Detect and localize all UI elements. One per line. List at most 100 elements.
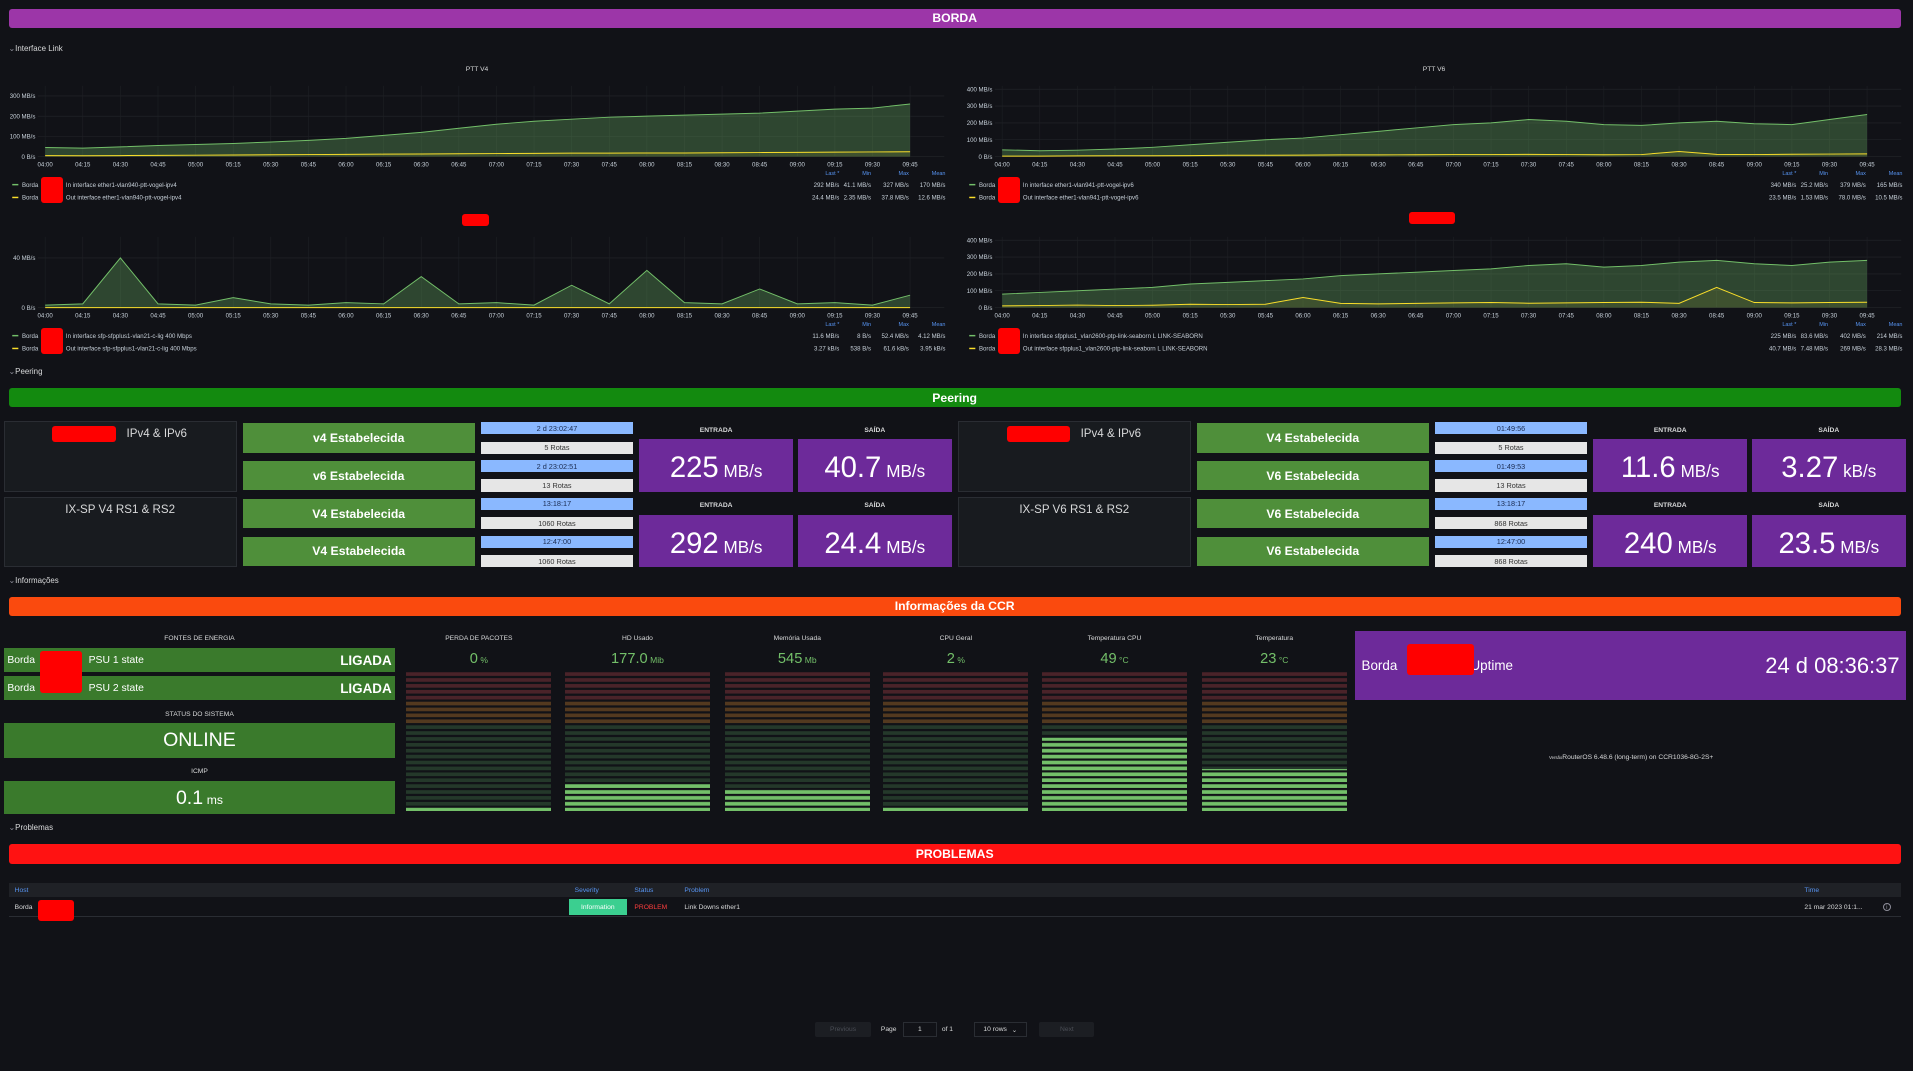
column-header[interactable]: Host [14,886,29,894]
legend-stat: 24.4 MB/s [812,194,839,201]
legend-name: Out interface sfpplus1_vlan2600-ptp-link… [1022,345,1207,352]
x-tick-label: 04:45 [1107,161,1123,168]
redaction [997,176,1020,203]
column-header[interactable]: Problem [684,886,710,894]
gauge-value-line: 0% [406,651,551,668]
series-line [45,103,911,149]
gauge-fill [724,788,870,812]
redaction [1406,644,1474,675]
legend-stat: 327 MB/s [883,181,909,188]
x-tick-label: 05:45 [301,312,317,319]
x-tick-label: 09:15 [827,312,843,319]
page-input[interactable]: 1 [902,1022,937,1037]
x-tick-label: 08:45 [1709,312,1725,319]
legend-stat: 12.6 MB/s [918,194,945,201]
redaction [41,328,64,354]
row-toggle[interactable]: Informações [9,575,155,586]
legend-name: In interface sfp-sfpplus1-vlan21-c-lig 4… [66,333,192,340]
legend-header: Min [862,322,871,328]
session-routes: 868 Rotas [1434,517,1588,530]
gauge-cell [406,754,552,759]
gauge-cell [564,695,711,700]
gauge-cell [564,748,711,753]
gauge-cell [1041,683,1188,688]
session-routes: 5 Rotas [480,441,634,454]
stat-value: 240 [1623,527,1673,561]
gauge-cell [564,701,711,706]
redaction [1409,212,1456,225]
gauge-cell [564,736,711,741]
legend-header: Mean [932,322,946,328]
column-header[interactable]: Severity [574,886,599,894]
x-tick-label: 09:30 [1821,161,1837,168]
gauge-cell [883,683,1029,688]
legend-stat: 52.4 MB/s [881,333,908,340]
rows-select[interactable]: 10 rows ⌄ [973,1022,1028,1037]
graph-panel: PTT V6 0 B/s 100 MB/s 200 MB/s 300 MB/s 400 M… [966,66,1902,201]
row-toggle[interactable]: Problemas [9,822,155,833]
column-header[interactable]: Time [1804,886,1820,894]
x-tick-label: 04:00 [994,312,1010,319]
x-tick-label: 06:15 [376,161,392,168]
legend-stat: 214 MB/s [1876,333,1902,340]
x-tick-label: 07:15 [526,312,542,319]
column-header[interactable]: Status [634,886,654,894]
gauge-cell [1041,707,1188,712]
redaction [41,176,64,203]
gauge-cell [1201,683,1347,688]
legend-header: Max [1855,322,1866,328]
gauge-title: Temperatura CPU [1087,635,1142,643]
x-tick-label: 07:45 [602,161,618,168]
bar-gauge [1201,672,1347,812]
peer-label: IPv4 & IPv6 [126,428,188,441]
redaction [462,213,490,226]
uptime-value: 24 d 08:36:37 [1765,652,1900,678]
x-tick-label: 09:45 [902,161,918,168]
stat-title: SAÍDA [1818,502,1840,510]
gauge-cell [406,736,552,741]
x-tick-label: 05:30 [1220,161,1236,168]
series-area [1001,260,1867,308]
cell-time: 21 mar 2023 01:1... [1804,904,1863,912]
x-tick-label: 05:30 [263,312,279,319]
graph-panel: PTT V4 0 B/s 100 MB/s 200 MB/s 300 MB/s 04:00… [10,66,946,201]
gauge-value-line: 2% [883,651,1028,668]
x-tick-label: 06:00 [1295,312,1311,319]
legend-stat: 3.95 kB/s [920,345,945,352]
next-button[interactable]: Next [1039,1022,1095,1037]
row-toggle[interactable]: Interface Link [9,43,155,54]
bar-gauge [1041,672,1188,812]
gauge-fill [883,805,1029,812]
gauge-cell [564,689,711,694]
info-icon[interactable]: i [1882,902,1892,912]
x-tick-label: 04:30 [1069,312,1085,319]
stat-unit: MB/s [1840,538,1880,558]
y-tick-label: 0 B/s [978,305,992,312]
gauge-cell [564,730,711,735]
prev-button[interactable]: Previous [814,1022,872,1037]
x-tick-label: 08:00 [1596,161,1612,168]
x-tick-label: 05:15 [1182,312,1198,319]
gauge-cell [406,695,552,700]
legend-stat: 28.3 MB/s [1875,345,1902,352]
x-tick-label: 05:15 [226,312,242,319]
legend-stat: 538 B/s [850,345,871,352]
gauge-cell [1201,677,1347,682]
gauge-cell [883,778,1029,782]
legend-header: Min [1819,170,1828,176]
x-tick-label: 06:30 [1370,312,1386,319]
gauge-cell [406,707,552,712]
gauge-cell [406,772,552,776]
gauge-cell [1201,766,1347,771]
row-toggle[interactable]: Peering [9,366,155,377]
x-tick-label: 08:45 [752,312,768,319]
gauge-fill [1201,768,1347,812]
gauge-cell [1201,701,1347,706]
redaction [40,651,82,693]
legend-host: Borda [978,194,995,201]
gauge-cell [724,748,870,753]
gauge-cell [724,778,870,782]
gauge-cell [564,677,711,682]
y-tick-label: 300 MB/s [966,103,992,110]
y-tick-label: 0 B/s [22,305,36,312]
